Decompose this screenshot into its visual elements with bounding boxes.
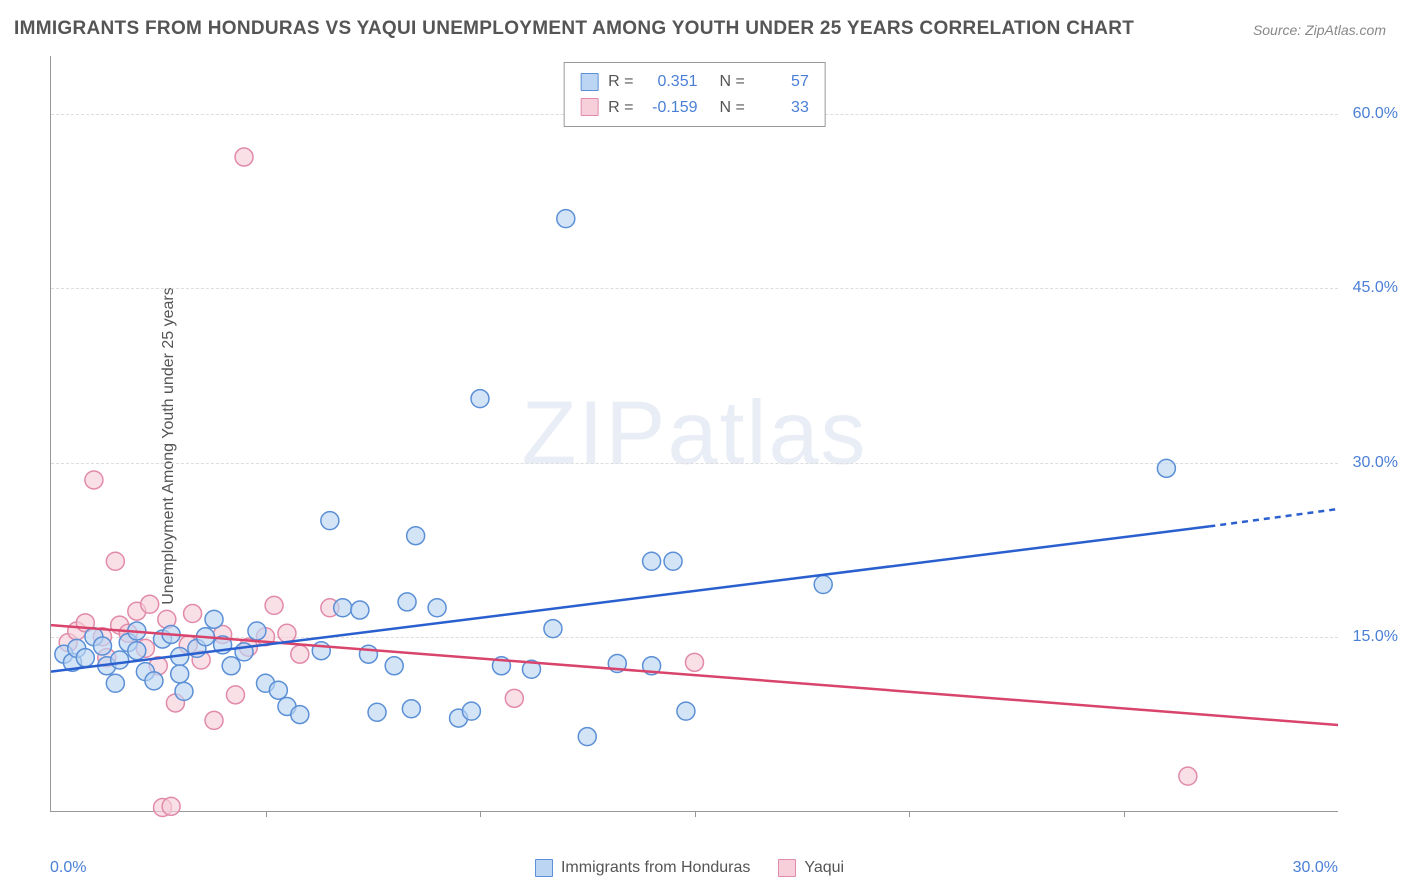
r-value-yaqui: -0.159 bbox=[644, 95, 698, 121]
x-tick-min: 0.0% bbox=[50, 859, 86, 877]
y-tick-label: 30.0% bbox=[1353, 454, 1398, 472]
r-label: R = bbox=[608, 69, 633, 95]
series-legend: Immigrants from Honduras Yaqui bbox=[535, 859, 844, 877]
scatter-svg bbox=[51, 56, 1338, 811]
n-label: N = bbox=[720, 69, 745, 95]
swatch-yaqui bbox=[580, 98, 598, 116]
n-value-yaqui: 33 bbox=[755, 95, 809, 121]
n-label: N = bbox=[720, 95, 745, 121]
source-credit: Source: ZipAtlas.com bbox=[1253, 22, 1386, 38]
y-tick-label: 45.0% bbox=[1353, 279, 1398, 297]
legend-label-honduras: Immigrants from Honduras bbox=[561, 859, 750, 877]
r-label: R = bbox=[608, 95, 633, 121]
stats-legend: R = 0.351 N = 57 R = -0.159 N = 33 bbox=[563, 62, 826, 127]
x-tick-max: 30.0% bbox=[1293, 859, 1338, 877]
swatch-yaqui bbox=[778, 859, 796, 877]
r-value-honduras: 0.351 bbox=[644, 69, 698, 95]
chart-plot-area: ZIPatlas R = 0.351 N = 57 R = -0.159 N =… bbox=[50, 56, 1338, 812]
legend-item-yaqui: Yaqui bbox=[778, 859, 844, 877]
legend-item-honduras: Immigrants from Honduras bbox=[535, 859, 750, 877]
swatch-honduras bbox=[580, 73, 598, 91]
n-value-honduras: 57 bbox=[755, 69, 809, 95]
legend-label-yaqui: Yaqui bbox=[804, 859, 844, 877]
y-tick-label: 60.0% bbox=[1353, 105, 1398, 123]
stats-row-honduras: R = 0.351 N = 57 bbox=[580, 69, 809, 95]
x-axis-row: 0.0% Immigrants from Honduras Yaqui 30.0… bbox=[50, 856, 1338, 880]
swatch-honduras bbox=[535, 859, 553, 877]
y-tick-label: 15.0% bbox=[1353, 628, 1398, 646]
chart-title: IMMIGRANTS FROM HONDURAS VS YAQUI UNEMPL… bbox=[14, 18, 1134, 40]
stats-row-yaqui: R = -0.159 N = 33 bbox=[580, 95, 809, 121]
